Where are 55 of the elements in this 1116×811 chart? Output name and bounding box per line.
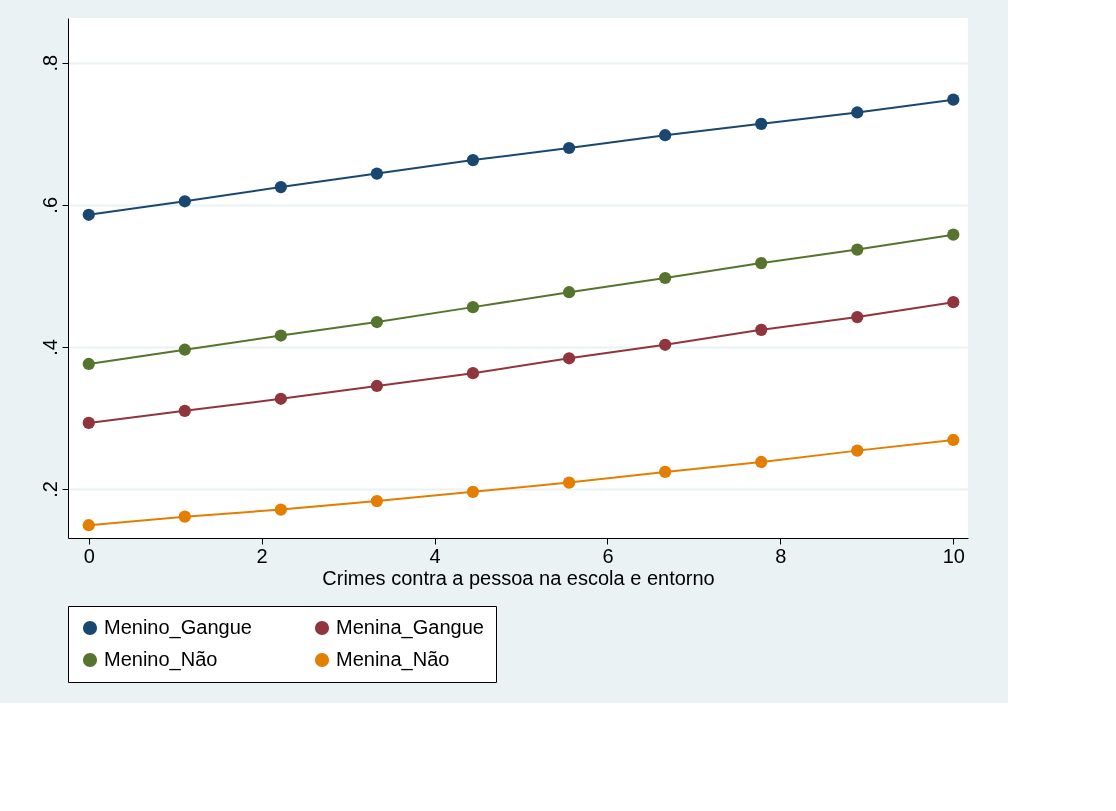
x-tick-label: 4 [429,544,441,567]
point [370,167,384,180]
point [178,343,191,356]
y-tick-label: .4 [38,339,61,356]
point [851,444,864,457]
point [466,301,480,314]
point [947,296,960,309]
point [562,476,576,489]
point [178,404,191,417]
legend-label: Menino_Não [104,648,218,671]
point [82,519,95,532]
point [370,315,384,329]
point [947,228,960,241]
y-tick-label: .6 [38,196,61,214]
point [562,352,576,365]
point [851,310,864,324]
x-tick-label: 0 [83,544,95,567]
x-tick-label: 6 [602,544,614,567]
point [659,338,672,351]
point [659,465,672,479]
x-tick-label: 10 [942,544,965,567]
point [82,416,95,430]
point [562,286,576,299]
point [851,243,864,256]
x-tick-label: 2 [256,544,268,567]
point [274,329,287,342]
point [947,93,960,106]
legend-label: Menina_Não [336,648,450,671]
point [466,367,480,380]
y-tick-label: .2 [38,481,61,498]
point [370,494,384,508]
point [274,392,287,405]
point [82,357,95,371]
point [659,129,672,142]
point [947,433,960,447]
point [82,208,95,221]
point [466,485,480,498]
point [274,503,287,516]
legend-label: Menino_Gangue [104,616,252,639]
point [370,379,384,393]
legend-label: Menina_Gangue [336,616,484,639]
point [851,106,864,119]
point [466,153,480,167]
point [755,323,768,336]
point [755,117,768,130]
point [659,271,672,285]
point [755,256,768,270]
point [755,455,768,469]
point [562,141,576,155]
x-axis-title: Crimes contra a pessoa na escola e entorno [322,566,715,589]
point [274,180,287,194]
y-tick-label: .8 [38,54,61,72]
x-tick-label: 8 [775,544,787,567]
point [178,510,191,523]
point [178,195,191,208]
